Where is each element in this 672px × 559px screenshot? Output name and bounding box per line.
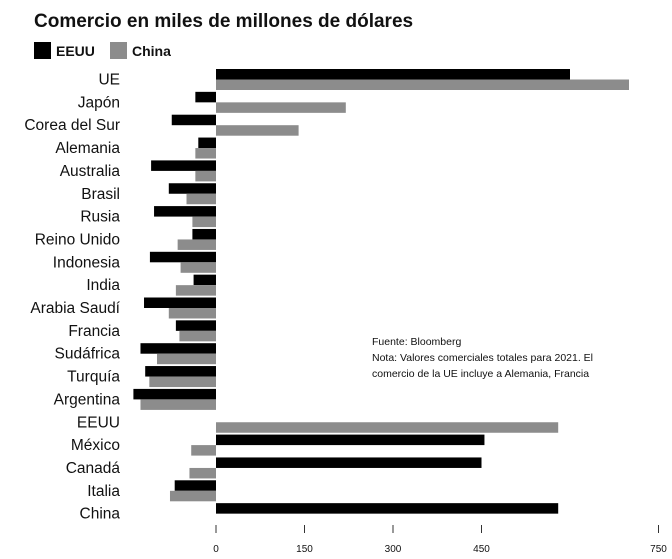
bars-group: [133, 69, 629, 514]
category-labels: UE Japón Corea del Sur Alemania Australia Bra…: [24, 72, 120, 523]
category-label-ue: UE: [98, 72, 120, 89]
category-label-japon: Japón: [78, 94, 120, 111]
category-label-alemania: Alemania: [55, 140, 120, 157]
category-label-india: India: [86, 277, 120, 294]
category-label-mexico: México: [71, 437, 120, 454]
bar-alemania-eeuu: [198, 137, 216, 149]
legend: EEUU China: [34, 42, 171, 59]
bar-mexico-eeuu: [216, 434, 485, 446]
category-label-argentina: Argentina: [54, 391, 121, 408]
x-axis: 0150300450750900: [213, 525, 667, 555]
bar-francia-china: [179, 330, 216, 342]
bar-reino-unido-china: [177, 239, 216, 250]
category-label-rusia: Rusia: [80, 209, 120, 226]
bar-arabia-saudi-china: [168, 308, 216, 319]
x-tick-label-0: 0: [213, 544, 219, 555]
bar-argentina-china: [140, 399, 216, 410]
category-label-francia: Francia: [68, 323, 120, 340]
category-label-arabia-saudi: Arabia Saudí: [30, 300, 120, 317]
bar-francia-eeuu: [175, 320, 216, 331]
legend-swatch-eeuu: [34, 42, 51, 59]
note-line-1: Nota: Valores comerciales totales para 2…: [372, 352, 593, 364]
category-label-turquia: Turquía: [67, 369, 120, 386]
category-label-australia: Australia: [60, 163, 121, 180]
bar-corea-del-sur-eeuu: [171, 114, 216, 126]
bar-argentina-eeuu: [133, 388, 216, 400]
bar-turquia-eeuu: [145, 366, 216, 377]
bar-india-eeuu: [193, 274, 216, 286]
bar-china-eeuu: [216, 503, 559, 514]
bar-japon-china: [216, 102, 346, 113]
bar-italia-eeuu: [174, 480, 216, 491]
bar-reino-unido-eeuu: [192, 228, 216, 240]
category-label-italia: Italia: [87, 483, 120, 500]
bar-australia-china: [195, 170, 216, 182]
bar-sudafrica-china: [157, 353, 216, 365]
bar-indonesia-eeuu: [149, 251, 216, 263]
category-label-brasil: Brasil: [81, 186, 120, 203]
bar-rusia-china: [192, 216, 216, 228]
bar-italia-china: [169, 490, 216, 502]
bar-alemania-china: [195, 148, 216, 159]
bar-corea-del-sur-china: [216, 125, 299, 136]
bar-ue-china: [216, 79, 629, 90]
legend-label-eeuu: EEUU: [56, 43, 95, 59]
x-tick-label-150: 150: [296, 544, 313, 555]
category-label-china: China: [80, 506, 121, 523]
bar-canada-china: [189, 467, 216, 479]
x-tick-label-750: 750: [650, 544, 667, 555]
bar-turquia-china: [149, 376, 216, 388]
bar-brasil-eeuu: [168, 183, 216, 194]
note-source: Fuente: Bloomberg: [372, 336, 461, 348]
bar-canada-eeuu: [216, 457, 482, 468]
category-label-indonesia: Indonesia: [53, 254, 121, 271]
x-tick-label-300: 300: [385, 544, 402, 555]
bar-arabia-saudi-eeuu: [144, 297, 216, 308]
bar-rusia-eeuu: [154, 206, 216, 217]
category-label-canada: Canadá: [66, 460, 121, 477]
chart-title: Comercio en miles de millones de dólares: [34, 11, 413, 32]
category-label-sudafrica: Sudáfrica: [55, 346, 121, 363]
bar-brasil-china: [186, 193, 216, 205]
bar-mexico-china: [191, 445, 216, 456]
bar-eeuu-china: [216, 422, 559, 433]
legend-label-china: China: [132, 43, 171, 59]
bar-indonesia-china: [180, 262, 216, 273]
category-label-corea-del-sur: Corea del Sur: [24, 117, 120, 134]
bar-india-china: [175, 285, 216, 296]
note-line-2: comercio de la UE incluye a Alemania, Fr…: [372, 368, 589, 380]
source-note: Fuente: Bloomberg Nota: Valores comercia…: [372, 336, 593, 380]
bar-sudafrica-eeuu: [140, 343, 216, 354]
bar-japon-eeuu: [195, 91, 216, 103]
category-label-eeuu: EEUU: [77, 414, 120, 431]
bar-ue-eeuu: [216, 69, 570, 80]
category-label-reino-unido: Reino Unido: [35, 231, 120, 248]
legend-swatch-china: [110, 42, 127, 59]
bar-australia-eeuu: [151, 160, 216, 171]
x-tick-label-450: 450: [473, 544, 490, 555]
